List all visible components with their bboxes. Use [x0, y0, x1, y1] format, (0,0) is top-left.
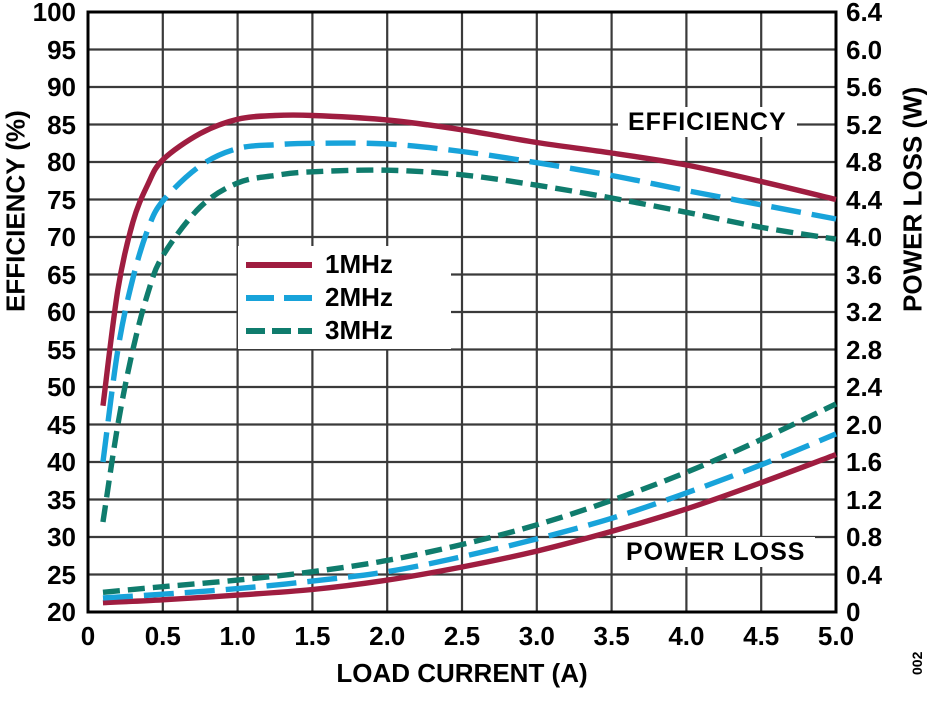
y-left-tick-label: 40: [47, 447, 76, 477]
y-right-tick-label: 4.8: [846, 147, 883, 177]
y-right-tick-label: 6.0: [846, 34, 883, 65]
y-right-tick-label: 0.4: [846, 559, 883, 590]
y-right-tick-label: 4.4: [846, 184, 883, 215]
legend-row-1mhz: 1MHz: [246, 248, 451, 281]
y-right-tick-label: 4.0: [846, 222, 883, 252]
y-right-tick-label: 6.4: [846, 0, 883, 27]
y-right-tick-label: 2.8: [846, 334, 883, 365]
y-right-tick-label: 0: [846, 597, 861, 627]
y-right-tick-label: 1.6: [846, 447, 883, 477]
y-left-tick-label: 70: [47, 222, 76, 252]
legend-label-1mhz: 1MHz: [325, 249, 393, 279]
efficiency-1mhz-curve: [100, 112, 837, 407]
x-tick-label: 2.5: [443, 621, 481, 651]
x-tick-label: 4.0: [668, 621, 705, 651]
y-right-tick-label: 5.6: [846, 72, 883, 102]
x-tick-label: 1.5: [294, 621, 331, 651]
y-left-tick-label: 30: [47, 522, 76, 552]
y-left-tick-label: 25: [47, 559, 76, 590]
y-left-tick-label: 20: [47, 597, 76, 627]
x-tick-label: 4.5: [743, 621, 780, 651]
power-loss-2mhz-curve: [102, 431, 838, 601]
power-loss-1mhz-curve: [102, 451, 837, 606]
y-left-tick-label: 45: [47, 409, 76, 440]
plot-frame: [86, 10, 838, 614]
y-right-tick-label: 3.2: [846, 297, 883, 327]
y-left-tick-label: 60: [47, 297, 76, 327]
y-right-tick-label: 3.6: [846, 259, 883, 290]
legend-line-3mhz: [246, 327, 312, 334]
legend-row-3mhz: 3MHz: [246, 314, 451, 347]
y-left-tick-label: 90: [47, 72, 76, 102]
legend-label-3mhz: 3MHz: [325, 315, 393, 345]
legend-line-1mhz: [246, 261, 312, 268]
y-right-tick-label: 2.0: [846, 409, 883, 440]
x-tick-label: 3.0: [518, 621, 555, 651]
power-loss-annotation: POWER LOSS: [616, 537, 816, 567]
x-tick-label: 2.0: [369, 621, 406, 651]
y-left-tick-label: 65: [47, 259, 76, 290]
power-loss-3mhz-curve: [102, 401, 838, 596]
x-tick-label: 1.0: [219, 621, 256, 651]
y-right-tick-label: 0.8: [846, 522, 883, 552]
y-left-tick-label: 80: [47, 147, 76, 177]
efficiency-3mhz-curve: [100, 167, 837, 523]
y-left-tick-label: 55: [47, 334, 76, 365]
y-left-tick-label: 100: [32, 0, 76, 27]
y-right-tick-label: 5.2: [846, 109, 883, 140]
efficiency-2mhz-curve: [100, 140, 837, 463]
y-right-tick-label: 1.2: [846, 484, 883, 515]
y-left-tick-label: 85: [47, 109, 76, 140]
efficiency-annotation: EFFICIENCY: [618, 107, 797, 137]
x-tick-label: 3.5: [593, 621, 630, 651]
legend-row-2mhz: 2MHz: [246, 281, 451, 314]
y-left-tick-label: 50: [47, 372, 76, 402]
y-left-tick-label: 35: [47, 484, 76, 515]
x-axis-title: LOAD CURRENT (A): [336, 658, 588, 688]
x-tick-label: 0.5: [144, 621, 181, 651]
legend-label-2mhz: 2MHz: [325, 282, 393, 312]
y-right-tick-label: 2.4: [846, 372, 883, 402]
legend-line-2mhz: [246, 294, 312, 301]
x-tick-label: 0: [80, 621, 96, 651]
x-tick-label: 5.0: [817, 621, 855, 651]
legend: 1MHz 2MHz 3MHz: [238, 246, 451, 349]
y-left-tick-label: 95: [47, 34, 76, 65]
y-left-tick-label: 75: [47, 184, 76, 215]
